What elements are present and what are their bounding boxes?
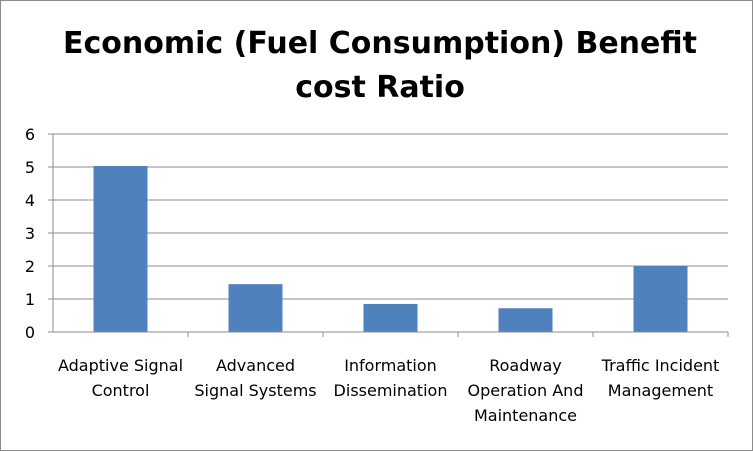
x-category-label: Adaptive Signal Control: [58, 356, 183, 400]
x-category-label: Advanced Signal Systems: [194, 356, 316, 400]
y-tick-label: 3: [25, 224, 35, 243]
x-category-label-line: Information: [344, 356, 437, 375]
y-tick-label: 4: [25, 191, 35, 210]
gridlines: [53, 133, 728, 300]
bar: [498, 308, 553, 332]
y-tick-label: 1: [25, 290, 35, 309]
y-tick-label: 0: [25, 323, 35, 342]
bars: [93, 166, 688, 332]
x-category-label: Roadway Operation And Maintenance: [468, 356, 584, 425]
x-category-label: Information Dissemination: [334, 356, 448, 400]
bar: [633, 266, 688, 332]
x-category-label-line: Operation And: [468, 381, 584, 400]
x-category-label-line: Dissemination: [334, 381, 448, 400]
x-category-label-line: Adaptive Signal: [58, 356, 183, 375]
bar: [93, 166, 148, 332]
x-category-label-line: Management: [608, 381, 713, 400]
y-tick-label: 5: [25, 158, 35, 177]
x-category-labels: Adaptive Signal Control Advanced Signal Sys…: [58, 356, 719, 425]
y-tick-label: 2: [25, 257, 35, 276]
x-category-label-line: Traffic Incident: [601, 356, 720, 375]
bar: [363, 303, 418, 332]
x-category-label-line: Control: [92, 381, 150, 400]
y-tick-labels: 0 1 2 3 4 5 6: [25, 125, 35, 342]
axes: [48, 133, 729, 337]
x-category-label-line: Advanced: [216, 356, 295, 375]
chart-title-line-2: cost Ratio: [295, 70, 465, 105]
y-tick-label: 6: [25, 125, 35, 144]
x-category-label-line: Maintenance: [474, 406, 577, 425]
chart-title: Economic (Fuel Consumption) Benefit cost…: [40, 22, 720, 110]
chart-title-line-1: Economic (Fuel Consumption) Benefit: [63, 26, 697, 61]
bar: [228, 284, 283, 332]
x-category-label-line: Roadway: [489, 356, 562, 375]
x-category-label-line: Signal Systems: [194, 381, 316, 400]
x-category-label: Traffic Incident Management: [601, 356, 720, 400]
